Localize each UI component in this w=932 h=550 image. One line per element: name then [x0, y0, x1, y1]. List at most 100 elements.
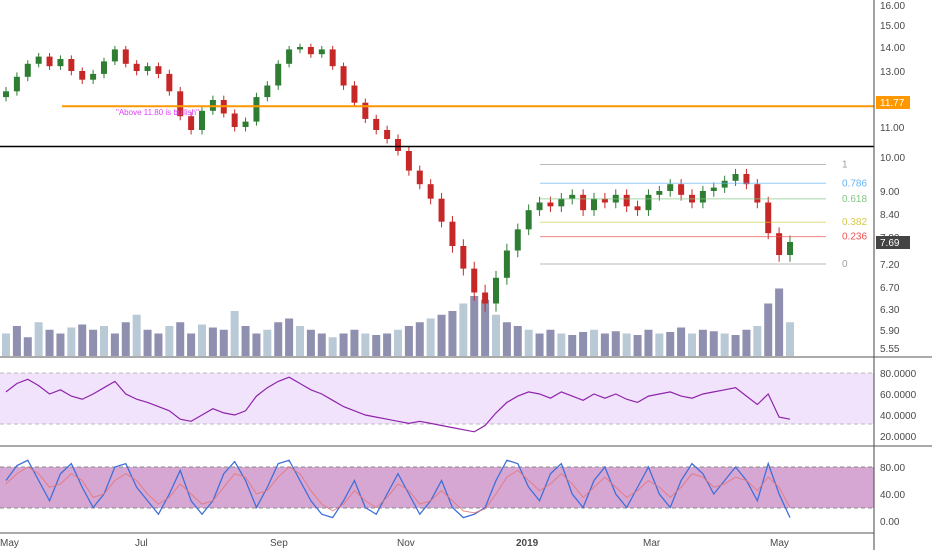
price-tick-label: 5.55	[880, 344, 900, 355]
time-tick-label: Jul	[135, 538, 148, 549]
candle-body	[438, 198, 445, 222]
rsi-line	[5, 376, 791, 433]
price-tick-label: 14.00	[880, 43, 905, 54]
volume-bar	[208, 327, 217, 356]
candle-body	[3, 91, 9, 98]
volume-bar	[633, 335, 642, 356]
volume-bar	[492, 314, 500, 356]
candle-body	[656, 191, 663, 195]
volume-bar	[535, 333, 544, 356]
level-price-tag: 11.77	[876, 96, 910, 109]
candle-body	[395, 139, 401, 151]
level-price-bg	[876, 96, 910, 109]
volume-bar	[23, 337, 32, 356]
fib-label: 0.618	[842, 194, 867, 205]
volume-bar	[513, 326, 522, 356]
volume-bar	[611, 331, 620, 356]
volume-bar	[241, 326, 250, 356]
candle-body	[482, 292, 489, 304]
price-tick-label: 8.40	[880, 210, 900, 221]
fib-label: 1	[842, 159, 848, 170]
fib-label: 0.786	[842, 178, 867, 189]
volume-bar	[274, 322, 283, 356]
candle-body	[623, 194, 630, 207]
candle-body	[536, 202, 543, 211]
candle-body	[373, 118, 380, 130]
time-tick-label: Nov	[397, 538, 415, 549]
volume-bar	[666, 332, 675, 356]
candle-body	[427, 184, 434, 199]
stoch-lines	[5, 459, 791, 519]
volume-bar	[502, 322, 511, 356]
volume-bar	[2, 333, 10, 356]
volume-bar	[590, 329, 598, 356]
price-tick-label: 6.70	[880, 283, 900, 294]
price-tick-label: 16.00	[880, 1, 905, 12]
candle-body	[732, 174, 739, 181]
candle-body	[297, 47, 303, 50]
volume-bar	[404, 326, 413, 356]
candle-body	[242, 121, 249, 127]
volume-bar	[568, 335, 577, 356]
price-tick-label: 11.00	[880, 123, 905, 134]
volume-bar	[89, 329, 98, 356]
time-tick-label: 2019	[516, 538, 539, 549]
candle-body	[787, 241, 793, 255]
volume-bar	[56, 333, 65, 356]
candle-body	[24, 63, 31, 77]
stoch-tick-label: 80.00	[880, 463, 905, 474]
bullish-annotation: "Above 11.80 is bullish"	[116, 108, 199, 117]
candle-body	[416, 170, 423, 185]
candle-body	[275, 63, 282, 86]
candle-body	[90, 73, 97, 80]
volume-bar	[339, 333, 348, 356]
volume-bar	[764, 303, 773, 356]
volume-bar	[688, 333, 696, 356]
volume-bar	[110, 333, 119, 356]
stoch-tick-label: 0.00	[880, 517, 900, 528]
rsi-tick-label: 20.0000	[880, 432, 917, 443]
volume-bar	[285, 318, 294, 356]
candle-body	[776, 233, 783, 255]
volume-bar	[786, 322, 794, 356]
stoch-band	[0, 466, 874, 509]
volume-bar	[143, 329, 152, 356]
volume-bar	[252, 333, 261, 356]
volume-bar	[557, 333, 566, 356]
volume-bar	[720, 333, 729, 356]
volume-bar	[296, 326, 304, 356]
price-tick-label: 10.00	[880, 153, 905, 164]
candle-body	[68, 59, 75, 71]
time-tick-label: Mar	[643, 538, 661, 549]
candle-body	[503, 250, 510, 278]
candle-body	[645, 194, 652, 211]
candle-body	[591, 198, 597, 211]
last-price-tag: 7.69	[876, 236, 910, 249]
candle-body	[329, 49, 336, 67]
volume-bar	[415, 322, 424, 356]
candle-body	[231, 113, 238, 127]
volume-bar	[383, 333, 392, 356]
candle-body	[493, 277, 499, 304]
volume-bar	[12, 326, 21, 356]
candle-body	[558, 198, 565, 207]
last-price-label: 7.69	[880, 238, 900, 249]
horizontal-levels	[0, 105, 874, 148]
candle-body	[471, 268, 478, 293]
candle-body	[721, 180, 728, 188]
volume-bar	[426, 318, 435, 356]
stoch-band-fill	[0, 467, 874, 508]
candle-body	[35, 56, 42, 64]
rsi-tick-label: 40.0000	[880, 411, 917, 422]
candle-body	[460, 246, 467, 269]
candle-body	[580, 194, 587, 211]
x-axis-ticks: May Jul Sep Nov 2019 Mar May	[0, 538, 789, 549]
fib-retracement: 1 0.786 0.618 0.382 0.236 0	[540, 159, 867, 270]
candle-body	[743, 174, 750, 185]
candle-body	[525, 210, 532, 230]
fib-label: 0.382	[842, 217, 867, 228]
candle-body	[405, 151, 412, 171]
candle-body	[286, 49, 293, 64]
volume-bars	[2, 288, 794, 356]
